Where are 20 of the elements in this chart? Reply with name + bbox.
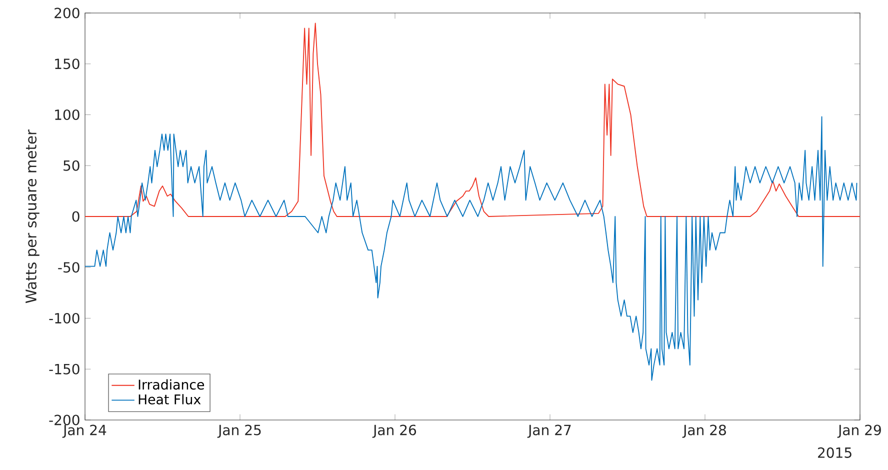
x-tick-label: Jan 24 [62, 424, 106, 438]
x-tick-label: Jan 25 [217, 424, 261, 438]
y-tick-label: 150 [55, 58, 80, 70]
legend-label: Irradiance [138, 379, 204, 390]
line-series [85, 22, 860, 217]
text: 2015 [818, 447, 852, 458]
y-tick-label: 0 [72, 211, 80, 222]
y-tick-label: -150 [49, 364, 80, 374]
y-tick-label: 200 [54, 8, 80, 18]
y-tick-label: 100 [55, 109, 80, 120]
y-tick-label: -50 [58, 262, 80, 273]
y-axis-title: Watts per square meter [26, 129, 40, 304]
y-tick-label: 50 [64, 160, 80, 171]
y-tick-label: -200 [49, 414, 80, 426]
x-tick-label: Jan 26 [372, 424, 416, 438]
y-tick-label: -100 [49, 312, 80, 324]
legend-label: Heat Flux [138, 394, 201, 404]
x-tick-label: Jan 27 [527, 424, 571, 438]
x-tick-label: Jan 28 [682, 424, 726, 438]
x-tick-label: Jan 29 [837, 424, 881, 438]
